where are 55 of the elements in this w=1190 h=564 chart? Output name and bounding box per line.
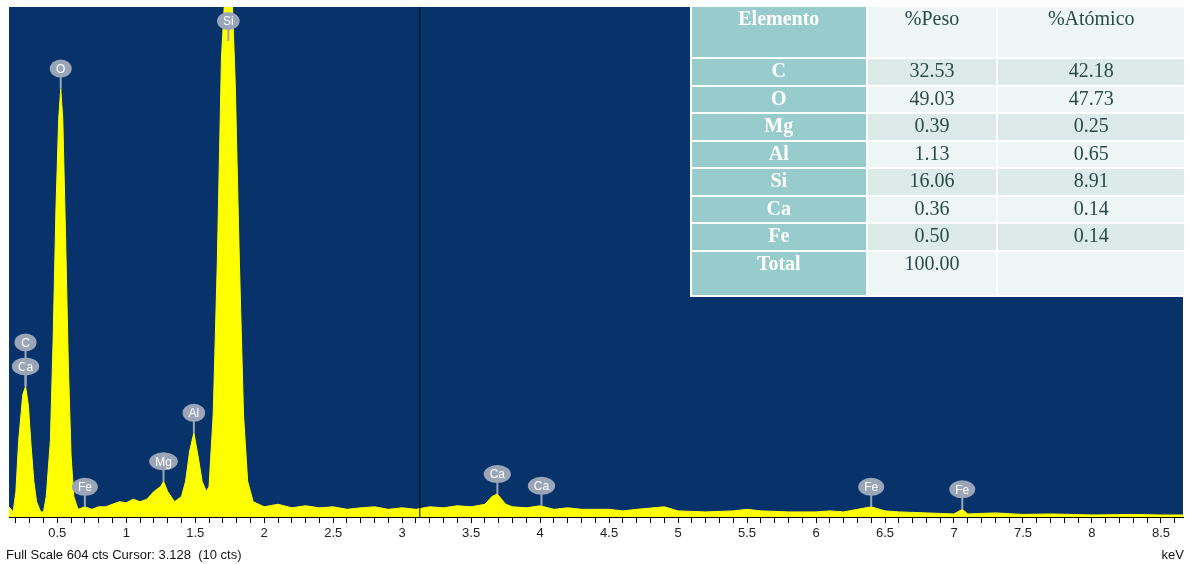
annotation: 1.13 bbox=[866, 140, 998, 169]
annotation: 47.73 bbox=[997, 85, 1185, 114]
annotation: 0.50 bbox=[866, 223, 998, 252]
annotation: 42.18 bbox=[997, 58, 1185, 86]
x-tick-label: 3 bbox=[398, 525, 406, 541]
annotation: C bbox=[691, 58, 867, 86]
annotation: 16.06 bbox=[866, 168, 998, 196]
x-tick-label: 2 bbox=[260, 525, 268, 541]
text: Full Scale 604 cts Cursor: 3.128 (10 cts) bbox=[6, 546, 242, 562]
annotation: Al bbox=[691, 140, 867, 169]
annotation: O bbox=[56, 61, 66, 76]
annotation: Al bbox=[188, 406, 200, 421]
annotation: 0.36 bbox=[866, 195, 998, 224]
annotation: Ca bbox=[533, 479, 550, 494]
category-label: Elemento bbox=[691, 6, 867, 58]
x-tick-label: 3.5 bbox=[462, 525, 481, 541]
x-tick-label: 8.5 bbox=[1151, 525, 1170, 541]
annotation: Fe bbox=[77, 480, 93, 495]
x-tick-label: 7 bbox=[950, 525, 958, 541]
x-tick-label: 6.5 bbox=[875, 525, 895, 541]
x-tick-label: 4 bbox=[536, 525, 544, 541]
x-tick-label: 7.5 bbox=[1013, 525, 1033, 541]
x-tick-label: 1.5 bbox=[186, 525, 205, 541]
annotation: 0.39 bbox=[866, 113, 998, 141]
x-tick-label: 5.5 bbox=[738, 525, 757, 541]
x-tick-label: 5 bbox=[674, 525, 682, 541]
annotation: 32.53 bbox=[866, 58, 998, 86]
annotation: Si bbox=[223, 14, 234, 29]
annotation: 0.14 bbox=[997, 195, 1185, 224]
annotation: 0.65 bbox=[997, 140, 1185, 169]
x-tick-label: 6 bbox=[812, 525, 820, 541]
annotation: Mg bbox=[155, 454, 172, 469]
annotation: 0.25 bbox=[997, 113, 1185, 141]
x-tick-label: 1 bbox=[122, 525, 130, 541]
annotation: Fe bbox=[955, 482, 970, 497]
category-label: %Peso bbox=[866, 6, 998, 58]
annotation: O bbox=[691, 85, 867, 114]
x-tick-label: 4.5 bbox=[600, 525, 619, 541]
x-axis-title: keV bbox=[1161, 546, 1185, 562]
annotation: 49.03 bbox=[866, 85, 998, 114]
x-tick-label: 2.5 bbox=[324, 525, 343, 541]
x-tick-label: 0.5 bbox=[48, 525, 67, 541]
annotation: Fe bbox=[864, 480, 879, 495]
annotation: Mg bbox=[691, 113, 867, 141]
annotation: C bbox=[21, 335, 31, 350]
annotation: 0.14 bbox=[997, 223, 1185, 252]
annotation: Fe bbox=[691, 223, 867, 252]
annotation: Si bbox=[691, 168, 867, 196]
annotation: Ca bbox=[691, 195, 867, 224]
annotation: Total bbox=[691, 251, 867, 296]
category-label: %Atómico bbox=[997, 6, 1185, 58]
annotation: Ca bbox=[489, 467, 506, 482]
annotation: 8.91 bbox=[997, 168, 1185, 196]
annotation: 100.00 bbox=[866, 251, 998, 296]
x-tick-label: 8 bbox=[1088, 525, 1096, 541]
